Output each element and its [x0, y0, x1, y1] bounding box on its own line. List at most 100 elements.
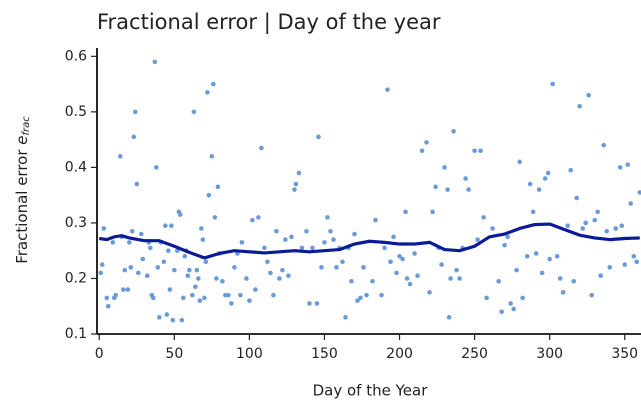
- scatter-point: [110, 240, 116, 245]
- scatter-point: [265, 259, 270, 265]
- scatter-point: [203, 259, 209, 265]
- scatter-point: [617, 165, 623, 170]
- scatter-point: [424, 140, 429, 145]
- scatter-point: [154, 165, 159, 170]
- scatter-point: [167, 287, 173, 292]
- scatter-point: [379, 292, 384, 298]
- scatter-point: [388, 259, 393, 265]
- scatter-point: [583, 220, 588, 226]
- scatter-point: [253, 287, 258, 292]
- scatter-point: [527, 181, 533, 187]
- x-tick-label: 250: [461, 346, 488, 362]
- scatter-point: [358, 295, 363, 301]
- scatter-point: [125, 287, 131, 292]
- scatter-point: [296, 170, 302, 176]
- scatter-point: [457, 276, 462, 281]
- scatter-point: [197, 298, 203, 303]
- scatter-point: [631, 253, 637, 259]
- scatter-point: [496, 278, 501, 284]
- scatter-point: [247, 298, 252, 303]
- scatter-point: [214, 276, 219, 281]
- scatter-point: [355, 298, 360, 303]
- y-tick-label: 0.2: [65, 270, 87, 286]
- x-tick-label: 200: [386, 346, 413, 362]
- scatter-point: [104, 295, 110, 301]
- scatter-point: [172, 267, 177, 273]
- scatter-point: [244, 276, 249, 281]
- scatter-point: [514, 267, 519, 273]
- scatter-point: [419, 148, 425, 154]
- y-axis-label: Fractional error efrac: [13, 116, 33, 264]
- scatter-point: [565, 223, 570, 229]
- scatter-point: [259, 145, 264, 151]
- scatter-point: [179, 317, 185, 323]
- scatter-point: [637, 190, 641, 195]
- scatter-point: [187, 267, 192, 273]
- scatter-point: [545, 170, 551, 176]
- scatter-point: [560, 290, 566, 295]
- scatter-point: [277, 276, 282, 281]
- scatter-point: [151, 295, 156, 301]
- scatter-point: [256, 215, 261, 220]
- scatter-point: [164, 312, 170, 317]
- trend-line: [99, 222, 640, 260]
- scatter-point: [304, 228, 309, 234]
- scatter-point: [463, 176, 468, 181]
- chart-title: Fractional error | Day of the year: [97, 10, 441, 35]
- scatter-point: [502, 242, 507, 248]
- scatter-point: [601, 142, 607, 148]
- scatter-point: [170, 317, 176, 323]
- scatter-point: [625, 162, 631, 167]
- x-tick-label: 100: [236, 346, 263, 362]
- scatter-point: [132, 109, 138, 115]
- scatter-point: [166, 248, 171, 253]
- scatter-point: [430, 209, 435, 215]
- scatter-point: [433, 184, 438, 190]
- scatter-point: [140, 256, 146, 262]
- scatter-point: [478, 148, 483, 154]
- scatter-point: [508, 301, 513, 306]
- scatter-point: [190, 292, 195, 298]
- scatter-point: [161, 259, 167, 265]
- scatter-point: [475, 237, 480, 242]
- y-label-symbol: e: [13, 135, 31, 144]
- scatter-point: [212, 215, 218, 220]
- scatter-point: [454, 267, 459, 273]
- scatter-point: [334, 265, 339, 270]
- scatter-point: [427, 290, 432, 295]
- scatter-point: [592, 217, 598, 223]
- scatter-point: [530, 209, 536, 215]
- scatter-point: [568, 167, 573, 173]
- scatter-point: [361, 265, 366, 270]
- y-tick-label: 0.4: [65, 159, 87, 175]
- y-label-text: Fractional error: [13, 149, 31, 264]
- scatter-point: [299, 245, 305, 251]
- scatter-point: [446, 315, 452, 320]
- y-tick-label: 0.3: [65, 215, 87, 231]
- scatter-point: [182, 253, 188, 259]
- scatter-point: [400, 256, 405, 262]
- scatter-point: [451, 129, 456, 134]
- scatter-point: [135, 270, 141, 276]
- scatter-point: [101, 226, 107, 231]
- scatter-point: [391, 234, 396, 240]
- scatter-point: [206, 192, 212, 198]
- scatter-point: [607, 265, 613, 270]
- scatter-point: [373, 217, 378, 223]
- scatter-point: [634, 259, 640, 265]
- scatter-point: [131, 134, 137, 140]
- scatter-point: [481, 215, 486, 220]
- scatter-point: [98, 270, 104, 276]
- scatter-point: [505, 234, 510, 240]
- scatter-point: [586, 92, 592, 98]
- scatter-point: [113, 292, 119, 298]
- scatter-point: [520, 295, 525, 301]
- scatter-point: [604, 228, 610, 234]
- scatter-point: [547, 256, 552, 262]
- scatter-point: [415, 273, 420, 278]
- scatter-point: [205, 90, 210, 95]
- scatter-point: [577, 104, 582, 109]
- x-tick-label: 300: [536, 346, 563, 362]
- scatter-point: [286, 273, 291, 278]
- scatter-point: [442, 165, 447, 170]
